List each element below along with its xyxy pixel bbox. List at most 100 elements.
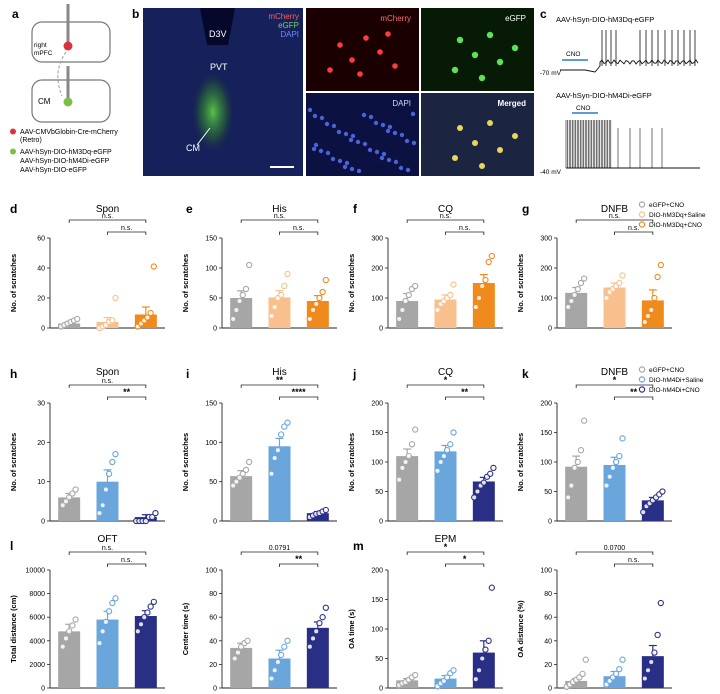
bar-1 (396, 301, 419, 328)
data-point (112, 450, 119, 458)
merged-tile-label: Merged (498, 99, 527, 108)
data-point (651, 294, 658, 302)
y-tick-label: 8000 (29, 591, 45, 598)
data-point (268, 470, 275, 477)
hm3dq-trace (560, 30, 699, 73)
significance-label: n.s. (609, 213, 620, 220)
data-point (612, 670, 620, 677)
data-point (412, 282, 419, 290)
virus-legend-dot (10, 148, 16, 155)
data-point (644, 667, 652, 674)
data-point (565, 494, 572, 501)
data-point (319, 288, 326, 296)
data-point (450, 281, 457, 288)
significance-bracket (614, 231, 654, 235)
bar-3 (472, 283, 495, 328)
hm3dq-trace-title: AAV-hSyn-DIO-hM3Dq-eGFP (556, 15, 654, 24)
y-tick-label: 30 (37, 401, 45, 408)
chart-title: His (272, 204, 286, 215)
y-tick-label: 50 (209, 296, 217, 303)
merged-cell (479, 163, 485, 169)
significance-bracket (445, 231, 485, 235)
significance-label: ** (630, 387, 638, 397)
cno-label-bottom: CNO (576, 105, 590, 112)
y-axis-label: OA time (s) (347, 609, 356, 649)
data-point (582, 656, 589, 663)
legend-label: DIO-hM4Di+Saline (649, 377, 704, 384)
significance-bracket (445, 396, 485, 400)
y-tick-label: 0 (41, 326, 45, 333)
bar-2 (96, 619, 119, 688)
data-point (443, 447, 451, 454)
dapi-nucleus (362, 141, 368, 147)
chart-title: EPM (435, 534, 457, 545)
significance-bracket (406, 551, 485, 555)
d3v-label: D3V (209, 29, 227, 39)
y-tick-label: 50 (209, 479, 217, 486)
hm4di-trace-title: AAV-hSyn-DIO-hM4Di-eGFP (556, 91, 652, 100)
mcherry-cell (349, 57, 355, 63)
data-point (62, 635, 70, 642)
virus-legend: AAV-CMVbGlobin-Cre-mCherry(Retro) AAV-hSy… (10, 128, 118, 174)
data-point (450, 429, 457, 436)
mcherry-cell (363, 35, 369, 41)
data-point (479, 655, 486, 662)
data-point (236, 474, 243, 481)
panel-letter-b: b (132, 7, 139, 21)
data-point (574, 458, 581, 466)
data-point (268, 675, 275, 682)
cm-label: CM (38, 97, 51, 106)
dapi-legend-label: DAPI (280, 30, 299, 39)
legend-label: eGFP+CNO (649, 202, 684, 209)
data-point (230, 315, 237, 323)
y-tick-label: 200 (540, 266, 552, 273)
data-point (59, 643, 66, 650)
virus-legend-text: AAV-hSyn-DIO-hM3Dq-eGFP (20, 149, 112, 156)
significance-label: * (444, 375, 448, 385)
dapi-nucleus (367, 147, 373, 153)
significance-label: n.s. (102, 545, 113, 552)
dapi-nucleus (380, 122, 386, 128)
dapi-nucleus (368, 114, 374, 120)
data-point (644, 312, 652, 320)
bar-1 (58, 631, 81, 688)
significance-label: ** (276, 375, 284, 385)
data-point (72, 616, 79, 623)
y-axis-label: OA distance (%) (516, 600, 525, 658)
dapi-nucleus (325, 150, 331, 156)
panel-letter-f: f (353, 202, 358, 216)
data-point (271, 667, 278, 674)
data-point (619, 435, 626, 442)
dapi-nucleus (386, 157, 392, 163)
significance-bracket (575, 219, 654, 223)
dapi-nucleus (373, 120, 379, 126)
dapi-nucleus (404, 138, 410, 144)
y-tick-label: 100 (205, 440, 217, 447)
y-tick-label: 0 (548, 326, 552, 333)
data-point (480, 479, 487, 486)
vm-label-bottom: -40 mV (540, 169, 562, 176)
chart-title: Spon (96, 367, 119, 378)
bar-2 (603, 464, 626, 521)
data-point (112, 595, 119, 602)
data-point (277, 651, 285, 659)
significance-label: n.s. (459, 225, 470, 232)
legend-marker (638, 376, 646, 383)
data-point (447, 441, 454, 448)
data-point (147, 603, 154, 610)
data-point (268, 312, 275, 320)
data-point (144, 609, 151, 616)
virus-legend-dot (10, 128, 16, 135)
data-point (322, 604, 329, 611)
dapi-nucleus (307, 107, 313, 113)
bar-2 (603, 287, 626, 328)
data-point (648, 658, 655, 666)
y-tick-label: 20 (544, 662, 552, 669)
panel-letter-e: e (186, 202, 193, 216)
y-tick-label: 300 (371, 236, 383, 243)
dapi-nucleus (361, 112, 367, 118)
dapi-nucleus (398, 165, 404, 171)
data-point (399, 306, 406, 314)
data-point (482, 646, 489, 653)
